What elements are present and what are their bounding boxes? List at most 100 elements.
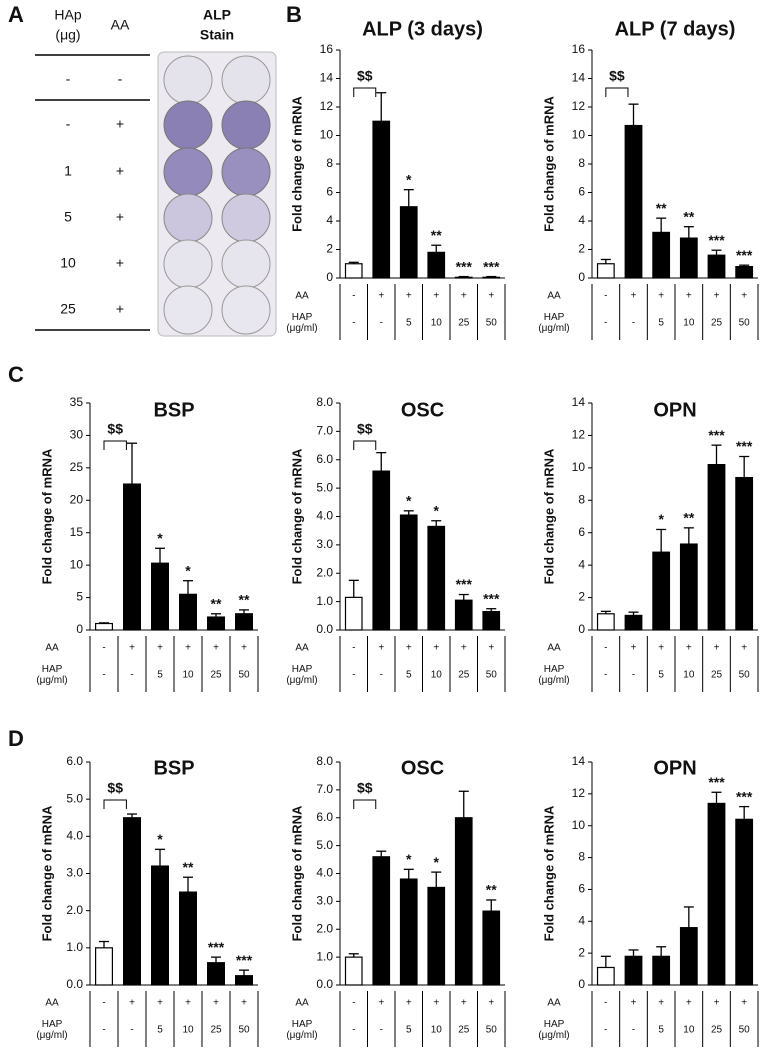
y-tick-label: 4 (578, 557, 585, 571)
significance-label: *** (708, 427, 725, 443)
bar (679, 543, 698, 631)
x-table-cell: + (129, 643, 135, 654)
significance-label: ** (683, 510, 694, 526)
y-tick-label: 10 (320, 128, 334, 142)
x-table-cell: + (658, 643, 664, 654)
x-table-cell: 25 (711, 1025, 723, 1036)
y-tick-label: 0.0 (66, 977, 83, 991)
significance-label: * (658, 511, 664, 527)
x-table-cell: 10 (431, 1025, 443, 1036)
bar (179, 891, 198, 986)
significance-label: *** (236, 952, 253, 968)
y-axis-label: Fold change of mRNA (289, 805, 304, 941)
x-table-label: AA (295, 291, 309, 302)
x-table-cell: - (604, 643, 607, 654)
bar (399, 514, 418, 631)
x-table-cell: 50 (486, 318, 498, 329)
x-table-cell: 50 (238, 670, 250, 681)
y-tick-label: 0 (76, 622, 83, 636)
bar (427, 886, 446, 986)
bar (482, 910, 501, 986)
y-tick-label: 0.0 (316, 622, 333, 636)
x-table-cell: + (378, 998, 384, 1009)
bar (707, 802, 726, 986)
x-table-cell: 10 (683, 1025, 695, 1036)
x-table-cell: + (157, 643, 163, 654)
bar (122, 817, 141, 986)
bar (427, 525, 446, 631)
y-tick-label: 2 (578, 590, 585, 604)
bar (151, 865, 170, 986)
y-tick-label: 4.0 (316, 866, 333, 880)
y-tick-label: 5.0 (66, 791, 83, 805)
wells (163, 55, 271, 335)
x-table-cell: 10 (431, 318, 443, 329)
x-table-cell: + (185, 643, 191, 654)
bar (624, 124, 643, 279)
x-table-cell: - (352, 1025, 355, 1036)
x-table-cell: + (488, 291, 494, 302)
x-table-cell: 5 (406, 318, 412, 329)
significance-label: * (406, 171, 412, 187)
x-table-cell: + (241, 643, 247, 654)
x-table-cell: + (433, 643, 439, 654)
significance-label: *** (483, 258, 500, 274)
y-axis-label: Fold change of mRNA (541, 805, 556, 941)
y-tick-label: 8 (578, 156, 585, 170)
bar (679, 927, 698, 986)
table-cell: + (116, 163, 124, 179)
x-table-cell: + (658, 998, 664, 1009)
x-table-cell: 50 (739, 1025, 751, 1036)
y-tick-label: 2 (578, 945, 585, 959)
bar (207, 616, 226, 631)
x-table-cell: + (406, 998, 412, 1009)
x-table-cell: - (604, 1025, 607, 1036)
significance-label: * (157, 831, 163, 847)
bar (652, 231, 671, 279)
bracket (353, 87, 377, 97)
significance-label: ** (683, 208, 694, 224)
bracket-label: $$ (107, 421, 123, 437)
x-table-cell: 25 (210, 670, 222, 681)
y-tick-label: 8 (578, 850, 585, 864)
x-table-cell: + (714, 643, 720, 654)
bar (151, 562, 170, 631)
x-table-cell: + (378, 643, 384, 654)
x-table-cell: + (461, 291, 467, 302)
bar (624, 614, 643, 631)
x-table-cell: + (406, 643, 412, 654)
bar (652, 955, 671, 986)
x-table-cell: - (604, 670, 607, 681)
y-tick-label: 25 (70, 460, 84, 474)
table-cell: - (66, 71, 71, 87)
x-table-cell: - (130, 670, 133, 681)
bracket (353, 440, 377, 450)
y-tick-label: 30 (70, 428, 84, 442)
y-tick-label: 8 (326, 156, 333, 170)
x-table-label: AA (295, 643, 309, 654)
x-table-cell: 10 (683, 670, 695, 681)
panel-label: C (8, 362, 24, 387)
y-tick-label: 7.0 (316, 424, 333, 438)
y-tick-label: 5.0 (316, 480, 333, 494)
significance-label: *** (208, 939, 225, 955)
x-table-cell: 10 (182, 670, 194, 681)
x-table-cell: - (352, 998, 355, 1009)
x-table-cell: 5 (658, 1025, 664, 1036)
y-tick-label: 10 (70, 557, 84, 571)
x-table-label: (μg/ml) (286, 675, 317, 686)
significance-label: *** (483, 590, 500, 606)
bar (707, 254, 726, 279)
bar (94, 947, 113, 986)
y-axis-label: Fold change of mRNA (541, 96, 556, 232)
x-table-cell: 10 (431, 670, 443, 681)
y-tick-label: 14 (572, 71, 586, 85)
y-tick-label: 2.0 (316, 565, 333, 579)
x-table-label: AA (547, 291, 561, 302)
x-table-cell: - (632, 670, 635, 681)
y-tick-label: 6 (326, 185, 333, 199)
bar (122, 483, 141, 631)
x-table-cell: 5 (406, 1025, 412, 1036)
x-table-cell: + (129, 998, 135, 1009)
y-tick-label: 15 (70, 525, 84, 539)
